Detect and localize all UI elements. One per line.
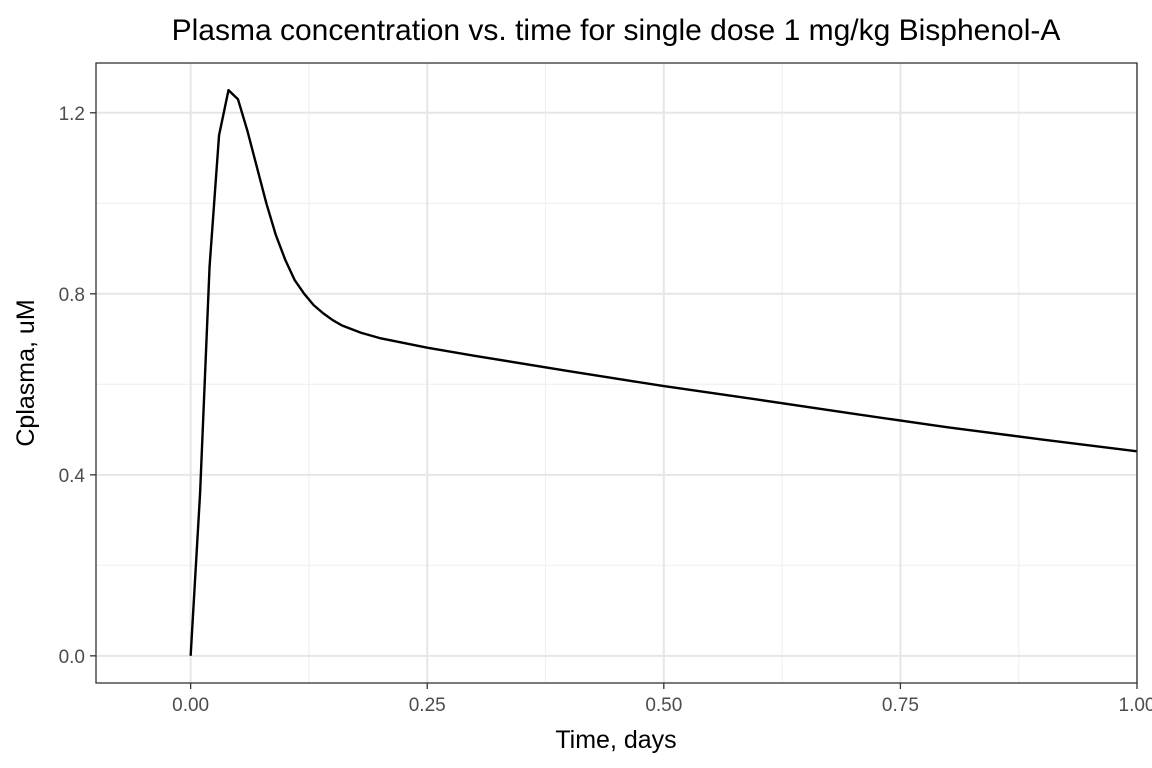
x-tick-label: 0.50: [645, 695, 682, 716]
x-tick-label: 0.00: [172, 695, 209, 716]
concentration-line: [189, 88, 1138, 656]
plot-panel-border: [95, 62, 1138, 684]
y-axis-title: Cplasma, uM: [12, 299, 40, 446]
y-axis: 0.0 0.4 0.8 1.2: [59, 104, 96, 668]
minor-gridlines: [96, 63, 1137, 683]
major-gridlines: [96, 63, 1138, 683]
data-series: [189, 88, 1138, 656]
x-axis-title: Time, days: [555, 726, 676, 754]
chart-title: Plasma concentration vs. time for single…: [172, 14, 1061, 47]
y-tick-label: 1.2: [59, 104, 85, 125]
x-axis: 0.00 0.25 0.50 0.75 1.00: [172, 683, 1152, 716]
y-tick-label: 0.8: [59, 285, 85, 306]
x-tick-label: 1.00: [1119, 695, 1152, 716]
x-tick-label: 0.75: [882, 695, 919, 716]
y-tick-label: 0.0: [59, 647, 85, 668]
y-tick-label: 0.4: [59, 466, 86, 487]
x-tick-label: 0.25: [409, 695, 446, 716]
